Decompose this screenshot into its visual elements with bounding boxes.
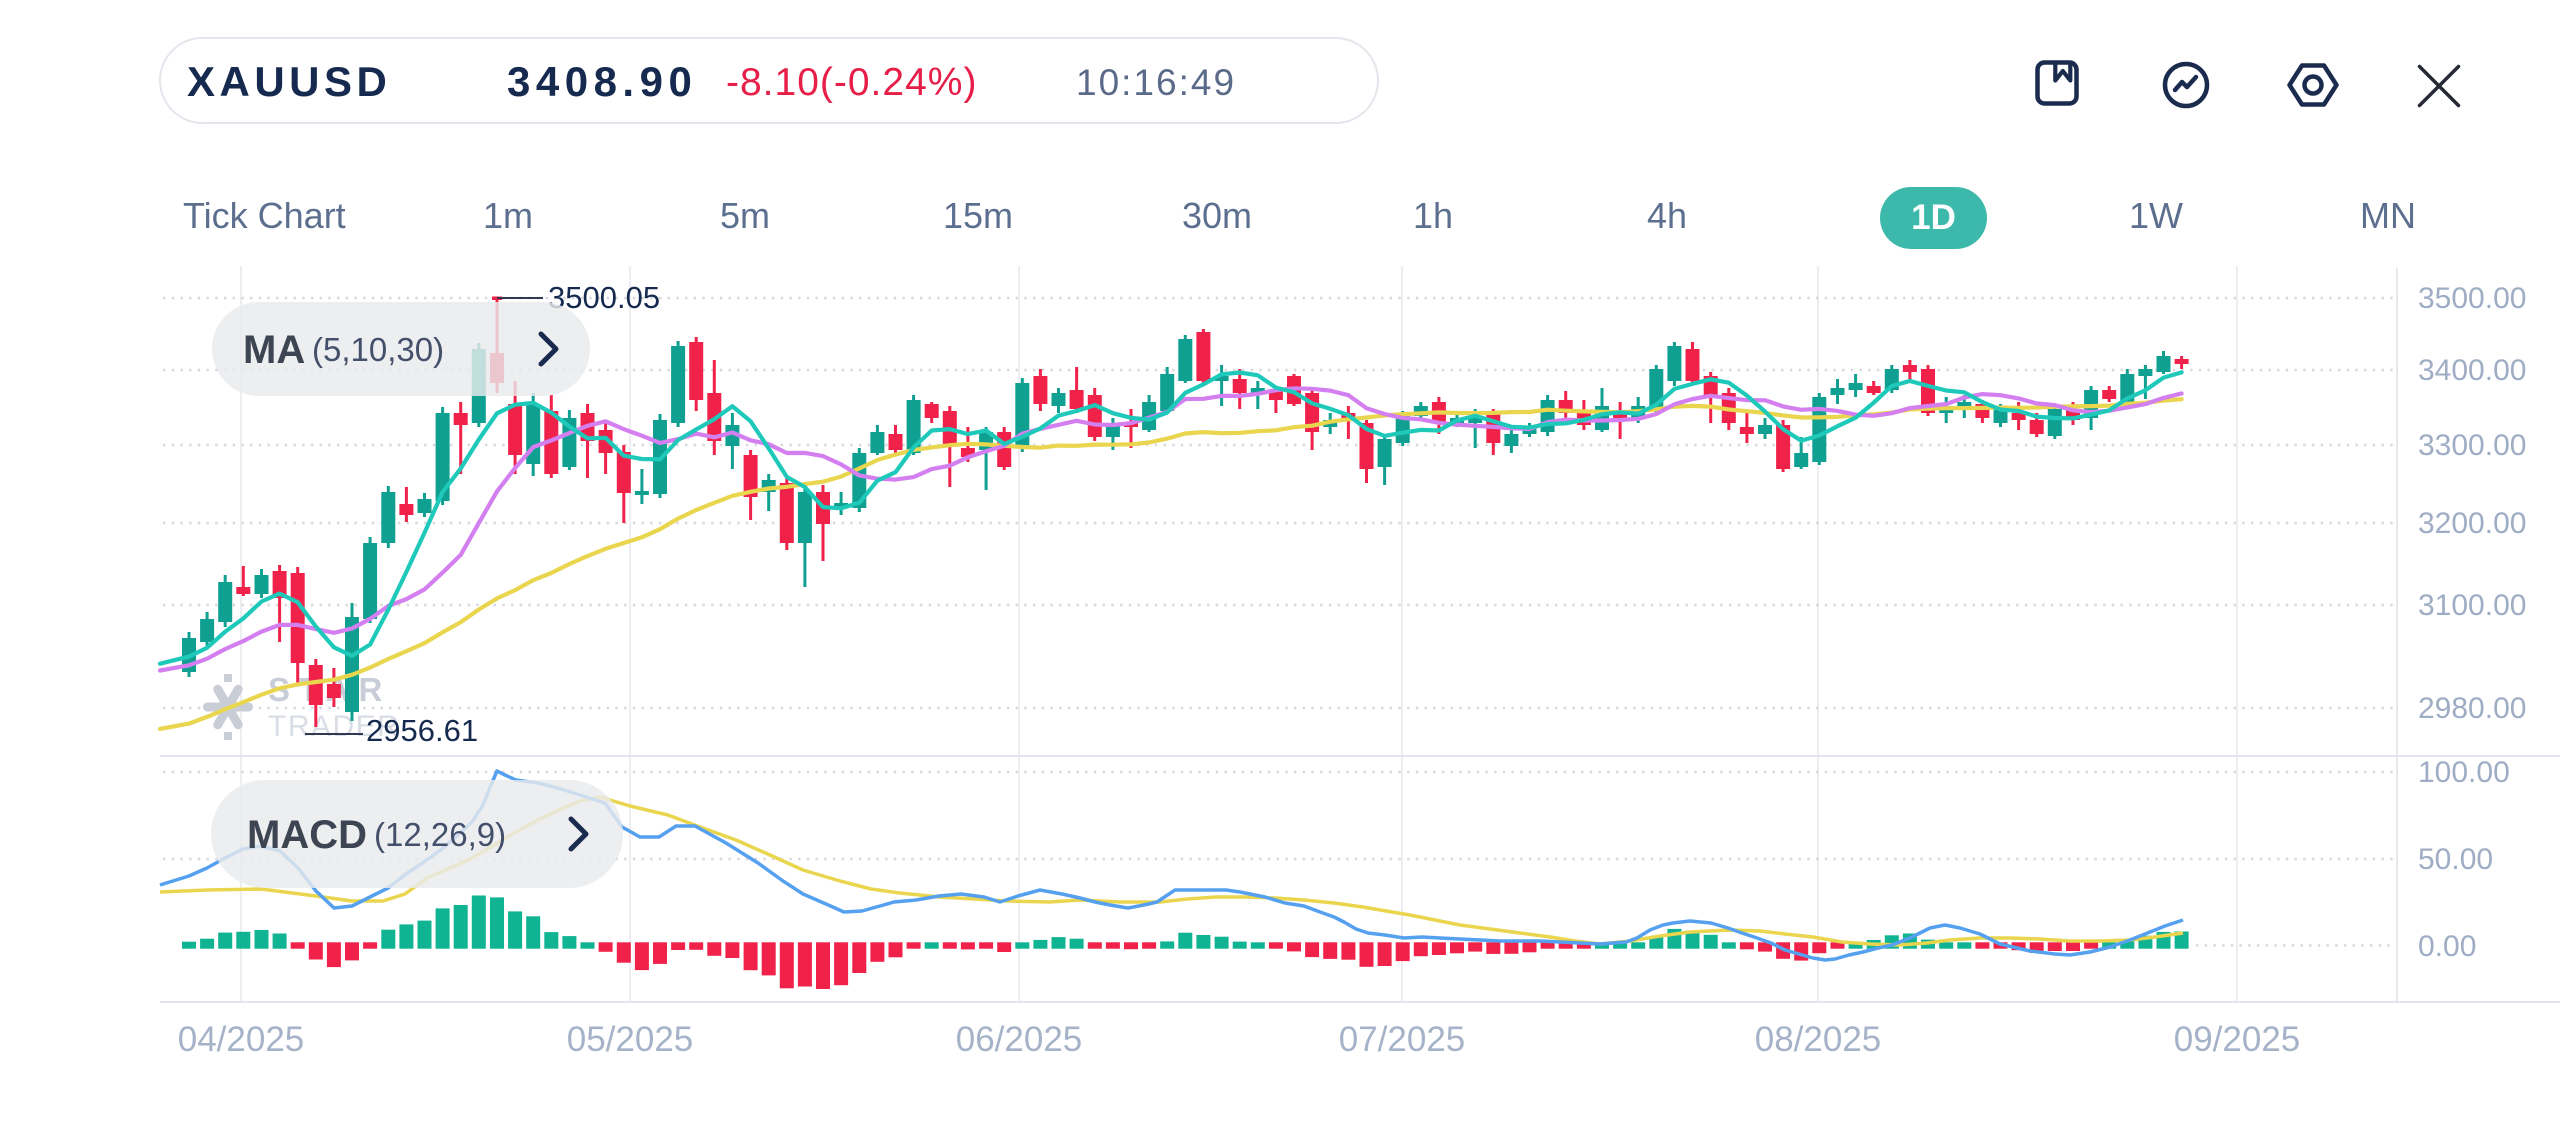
svg-text:3300.00: 3300.00 <box>2418 429 2526 462</box>
svg-text:(5,10,30): (5,10,30) <box>312 331 444 368</box>
svg-text:3500.00: 3500.00 <box>2418 282 2526 315</box>
svg-text:07/2025: 07/2025 <box>1339 1020 1466 1059</box>
svg-text:04/2025: 04/2025 <box>178 1020 305 1059</box>
svg-text:50.00: 50.00 <box>2418 843 2493 876</box>
svg-text:MA: MA <box>243 328 305 372</box>
svg-text:3200.00: 3200.00 <box>2418 507 2526 540</box>
svg-text:MACD: MACD <box>247 813 367 857</box>
svg-text:(12,26,9): (12,26,9) <box>374 816 506 853</box>
svg-text:0.00: 0.00 <box>2418 930 2476 963</box>
svg-text:TRADER: TRADER <box>268 710 400 743</box>
svg-text:STAR: STAR <box>268 671 391 708</box>
svg-text:2956.61: 2956.61 <box>366 713 478 748</box>
svg-text:05/2025: 05/2025 <box>567 1020 694 1059</box>
svg-text:09/2025: 09/2025 <box>2174 1020 2301 1059</box>
svg-text:3100.00: 3100.00 <box>2418 589 2526 622</box>
svg-text:2980.00: 2980.00 <box>2418 692 2526 725</box>
svg-text:100.00: 100.00 <box>2418 756 2510 789</box>
svg-text:3400.00: 3400.00 <box>2418 354 2526 387</box>
svg-text:08/2025: 08/2025 <box>1755 1020 1882 1059</box>
svg-text:06/2025: 06/2025 <box>956 1020 1083 1059</box>
